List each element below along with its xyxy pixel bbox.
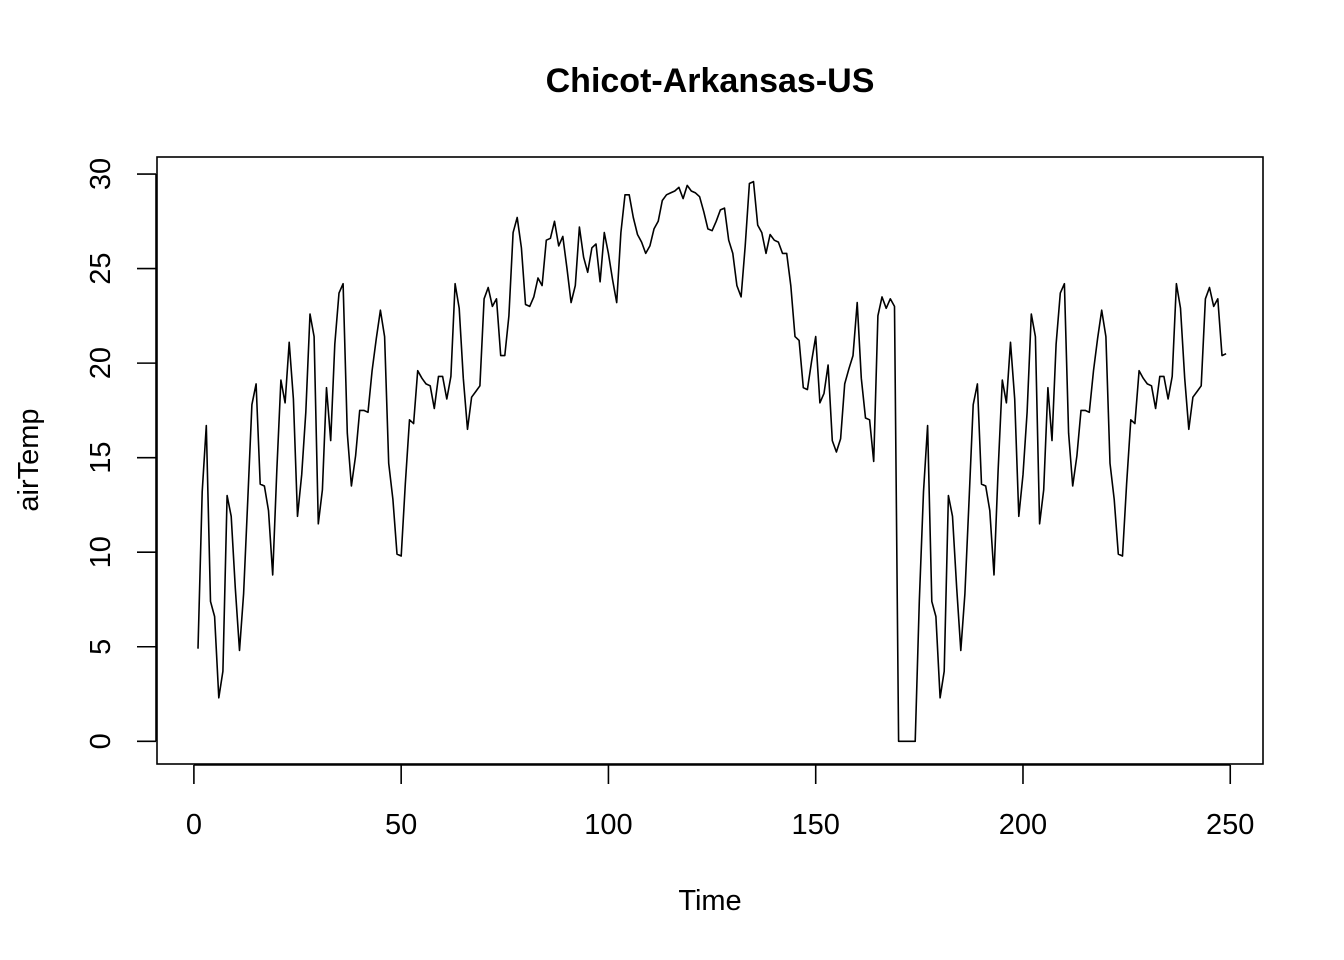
y-axis: 0 5 10 15 20 25 30 xyxy=(85,158,156,749)
x-tick-label: 150 xyxy=(792,809,840,841)
y-tick-label: 30 xyxy=(85,158,117,190)
chart-title: Chicot-Arkansas-US xyxy=(546,62,875,100)
y-tick-label: 10 xyxy=(85,536,117,568)
x-tick-label: 200 xyxy=(999,809,1047,841)
y-tick-label: 20 xyxy=(85,347,117,379)
x-tick-label: 250 xyxy=(1206,809,1254,841)
x-tick-label: 100 xyxy=(584,809,632,841)
x-axis: 0 50 100 150 200 250 xyxy=(186,765,1255,841)
y-tick-label: 5 xyxy=(85,639,117,655)
x-axis-label: Time xyxy=(678,885,741,917)
y-axis-label: airTemp xyxy=(13,408,45,511)
y-tick-label: 15 xyxy=(85,442,117,474)
y-tick-label: 0 xyxy=(85,733,117,749)
airtemp-series-line xyxy=(198,182,1226,742)
x-tick-label: 0 xyxy=(186,809,202,841)
series-layer xyxy=(198,182,1226,742)
y-tick-label: 25 xyxy=(85,252,117,284)
x-tick-label: 50 xyxy=(385,809,417,841)
